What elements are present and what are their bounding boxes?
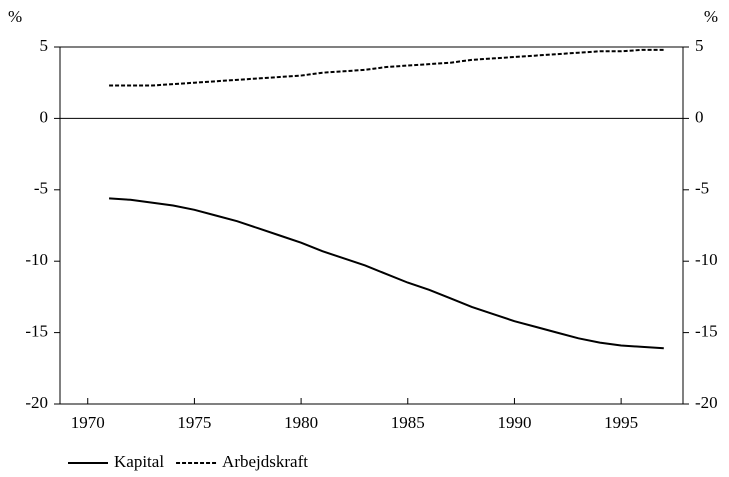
- y-tick-label: 0: [40, 107, 49, 126]
- x-tick-label: 1995: [604, 413, 638, 432]
- legend-label: Arbejdskraft: [222, 452, 308, 471]
- y-tick-label: -15: [25, 322, 48, 341]
- x-tick-label: 1990: [497, 413, 531, 432]
- y2-tick-label: -10: [695, 250, 718, 269]
- y-tick-label: -20: [25, 393, 48, 412]
- y2-tick-label: 5: [695, 36, 704, 55]
- y2-unit: %: [704, 7, 718, 26]
- legend-label: Kapital: [114, 452, 164, 471]
- y-tick-label: 5: [40, 36, 49, 55]
- series-line: [109, 48, 664, 87]
- x-tick-label: 1985: [391, 413, 425, 432]
- x-tick-label: 1975: [177, 413, 211, 432]
- y2-tick-label: -20: [695, 393, 718, 412]
- plot-frame: [59, 46, 684, 405]
- y2-tick-label: 0: [695, 107, 704, 126]
- series-line: [109, 197, 664, 350]
- x-tick-label: 1980: [284, 413, 318, 432]
- y2-tick-label: -15: [695, 322, 718, 341]
- y-tick-label: -5: [34, 179, 48, 198]
- y2-tick-label: -5: [695, 179, 709, 198]
- y-unit: %: [8, 7, 22, 26]
- x-tick-label: 1970: [71, 413, 105, 432]
- y-tick-label: -10: [25, 250, 48, 269]
